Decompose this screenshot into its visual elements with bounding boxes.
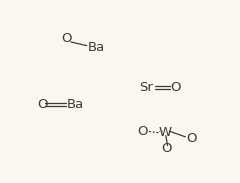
Text: Ba: Ba <box>88 41 105 54</box>
Text: ··: ·· <box>158 128 164 137</box>
Text: O: O <box>170 81 181 94</box>
Text: Ba: Ba <box>67 98 84 111</box>
Text: O: O <box>61 32 72 45</box>
Text: O: O <box>186 132 197 145</box>
Text: O: O <box>162 142 172 155</box>
Text: O: O <box>138 125 148 138</box>
Text: W: W <box>158 126 171 139</box>
Text: Sr: Sr <box>139 81 153 94</box>
Text: O: O <box>37 98 48 111</box>
